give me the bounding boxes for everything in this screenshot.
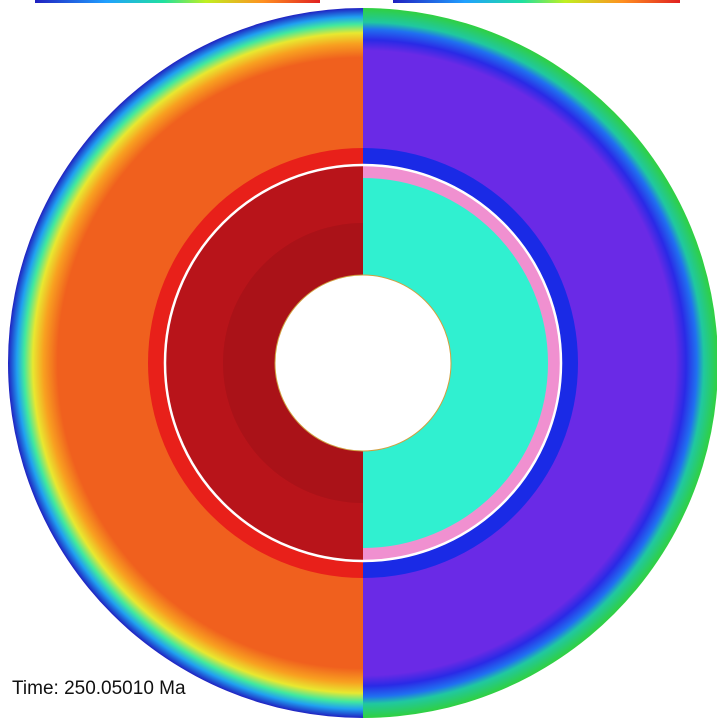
- colorbar-left: [35, 0, 320, 3]
- visualization: Time: 250.05010 Ma: [0, 0, 717, 718]
- colorbar-right: [393, 0, 680, 3]
- core: [275, 275, 451, 451]
- time-label: Time: 250.05010 Ma: [12, 678, 186, 699]
- page: Time: 250.05010 Ma (() => { const data =…: [0, 0, 717, 718]
